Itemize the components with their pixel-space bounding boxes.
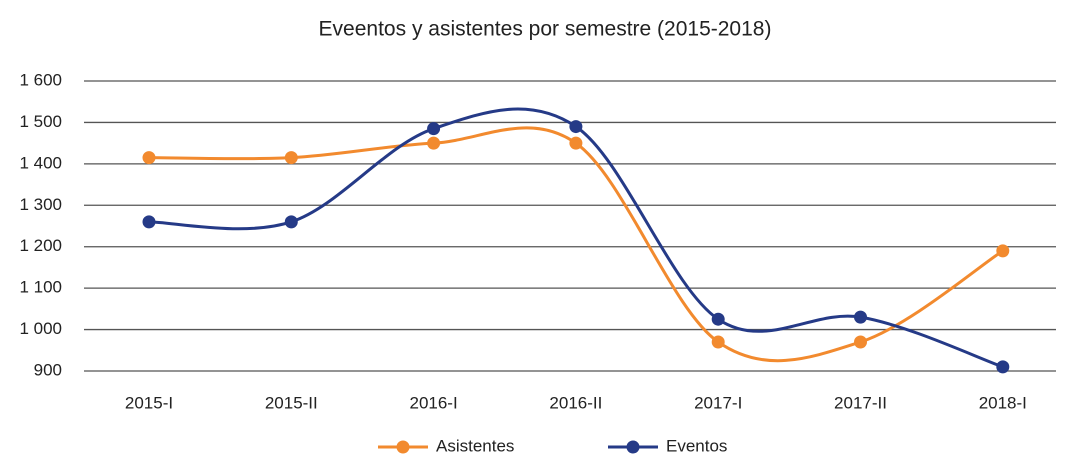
series-line [148, 126, 1004, 363]
y-tick-label: 1 000 [19, 319, 62, 338]
point [854, 310, 867, 324]
point [284, 215, 298, 229]
point [427, 136, 441, 150]
x-tick-label: 2017-II [834, 393, 887, 412]
x-tick-label: 2015-I [125, 393, 173, 412]
point [996, 360, 1010, 374]
y-tick-label: 1 200 [19, 236, 62, 255]
x-tick-label: 2015-II [265, 393, 318, 412]
legend-label: Asistentes [436, 436, 514, 455]
point [284, 151, 298, 165]
x-tick-label: 2016-II [549, 393, 602, 412]
point [142, 215, 156, 229]
y-tick-label: 900 [34, 360, 62, 379]
legend-marker [396, 440, 410, 454]
y-tick-label: 1 400 [19, 153, 62, 172]
point [427, 122, 441, 136]
y-tick-label: 1 300 [19, 195, 62, 214]
y-tick-label: 1 500 [19, 112, 62, 131]
legend-label: Eventos [666, 436, 727, 455]
point [711, 312, 725, 326]
chart-title: Eveentos y asistentes por semestre (2015… [319, 18, 772, 41]
point [569, 120, 583, 134]
legend-marker [626, 440, 640, 454]
point [711, 335, 725, 349]
point [996, 244, 1010, 258]
x-tick-label: 2018-I [979, 393, 1027, 412]
point [854, 335, 867, 349]
x-tick-label: 2016-I [409, 393, 457, 412]
x-tick-label: 2017-I [694, 393, 742, 412]
y-tick-label: 1 100 [19, 278, 62, 297]
y-tick-label: 1 600 [19, 70, 62, 89]
point [569, 136, 583, 150]
point [142, 151, 156, 165]
